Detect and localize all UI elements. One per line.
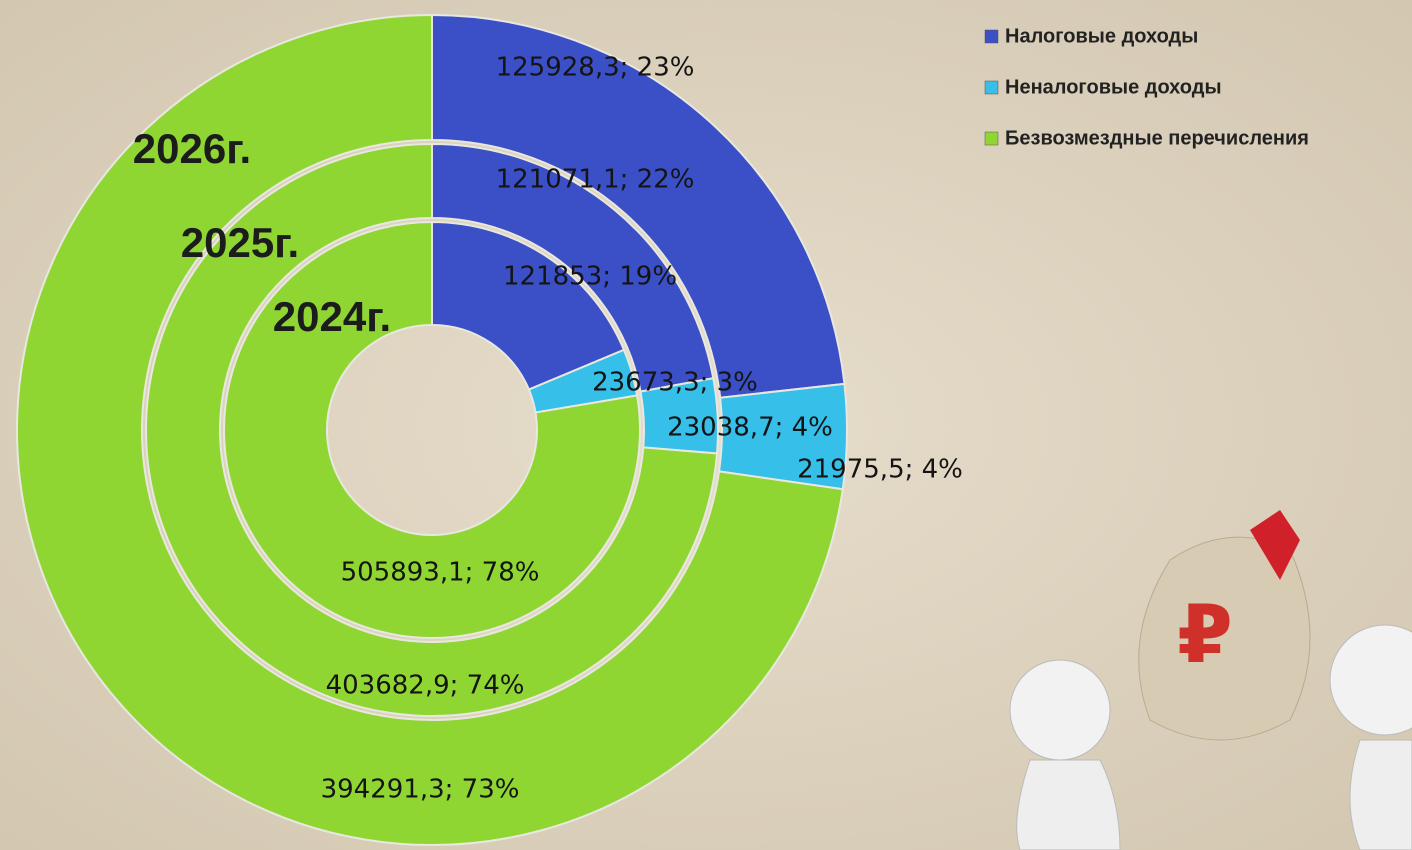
data-label: 403682,9; 74%: [326, 671, 525, 701]
data-label: 121853; 19%: [503, 262, 677, 292]
data-label: 505893,1; 78%: [341, 558, 540, 588]
ring-label: 2024г.: [273, 293, 391, 340]
illustration: ₽: [1009, 510, 1412, 850]
donut-segment: [431, 13, 846, 399]
data-label: 394291,3; 73%: [321, 775, 520, 805]
legend-label: Безвозмездные перечисления: [1005, 127, 1309, 149]
legend-swatch: [984, 131, 999, 146]
donut-segment: [16, 13, 844, 846]
ruble-icon: ₽: [1177, 588, 1233, 681]
donut-segment: [431, 220, 626, 391]
legend-swatch: [984, 29, 999, 44]
ring-label: 2025г.: [181, 219, 299, 266]
data-label: 125928,3; 23%: [496, 53, 695, 83]
data-label: 23673,3; 3%: [592, 368, 758, 398]
data-label: 23038,7; 4%: [667, 413, 833, 443]
ring-label: 2026г.: [133, 125, 251, 172]
data-label: 121071,1; 22%: [496, 165, 695, 195]
data-label: 21975,5; 4%: [797, 455, 963, 485]
legend-label: Неналоговые доходы: [1005, 76, 1222, 98]
donut-segment: [223, 220, 641, 639]
legend-swatch: [984, 80, 999, 95]
legend-label: Налоговые доходы: [1005, 25, 1198, 47]
donut-segment: [145, 142, 719, 717]
